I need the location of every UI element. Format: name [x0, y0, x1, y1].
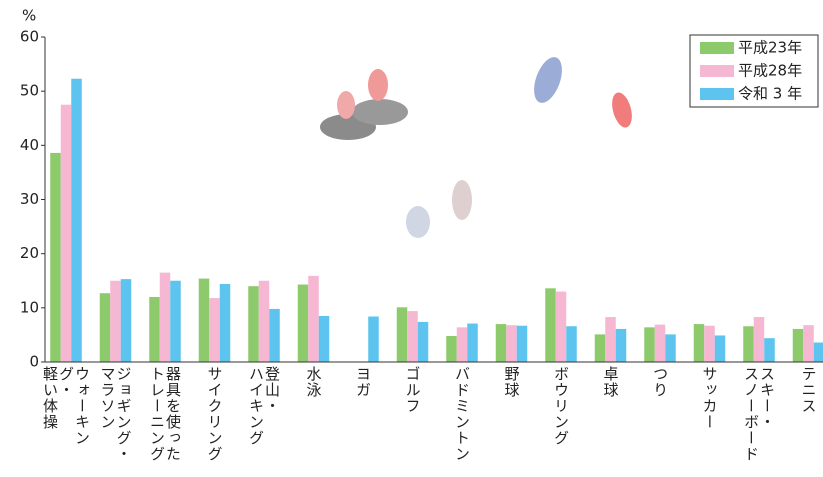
- legend-label: 令和 3 年: [738, 85, 802, 103]
- legend-swatch: [700, 42, 734, 54]
- x-tick-label: 器具を使った トレーニング: [148, 366, 182, 462]
- y-tick-label: 10: [20, 298, 39, 316]
- legend-swatch: [700, 88, 734, 100]
- x-tick-label: 登山・ ハイキング: [247, 366, 281, 446]
- bar: [555, 291, 567, 362]
- y-tick-label: 40: [20, 136, 39, 154]
- y-tick-label: 20: [20, 244, 39, 262]
- y-tick-label: 60: [20, 28, 39, 46]
- bar: [170, 280, 181, 362]
- bar: [248, 286, 259, 362]
- bar: [120, 279, 132, 362]
- bar: [50, 152, 61, 362]
- x-tick-label: ヨガ: [354, 366, 372, 398]
- legend-label: 平成23年: [738, 39, 802, 57]
- x-tick-label: 水泳: [304, 366, 323, 398]
- bar: [495, 324, 507, 362]
- x-tick-label: サッカー: [700, 366, 719, 430]
- bar: [258, 280, 270, 362]
- bar: [110, 280, 121, 362]
- bar: [665, 334, 676, 362]
- bar: [813, 342, 823, 362]
- bar: [467, 323, 478, 362]
- bar: [159, 272, 171, 362]
- y-tick-label: 50: [20, 82, 39, 100]
- y-tick-label: 30: [20, 190, 39, 208]
- bar: [368, 316, 379, 362]
- x-tick-label: テニス: [799, 366, 818, 414]
- bar: [654, 324, 666, 362]
- bar: [714, 335, 726, 362]
- bar: [198, 278, 210, 362]
- bar: [99, 293, 111, 362]
- bar: [545, 288, 556, 362]
- x-tick-label: つり: [651, 366, 669, 398]
- bar: [594, 334, 606, 362]
- bar: [417, 321, 429, 362]
- x-tick-label: 野球: [502, 366, 521, 398]
- bar: [693, 324, 705, 362]
- bar: [764, 338, 775, 362]
- bar: [792, 328, 804, 362]
- bar: [516, 325, 528, 362]
- bar: [644, 327, 655, 362]
- bar: [743, 326, 754, 362]
- bar: [318, 315, 330, 362]
- bar: [60, 104, 72, 362]
- bar: [456, 327, 468, 362]
- legend-swatch: [700, 65, 734, 77]
- x-tick-label: ジョギング・ マラソン: [98, 366, 133, 462]
- bar: [209, 298, 220, 362]
- x-tick-label: サイクリング: [205, 366, 224, 462]
- bar: [396, 307, 408, 362]
- x-tick-label: ウォーキング・ 軽い体操: [41, 366, 91, 446]
- y-unit: %: [22, 7, 36, 25]
- bar: [753, 317, 765, 362]
- illustration: [320, 57, 632, 238]
- bar: [704, 325, 715, 362]
- bar: [446, 336, 457, 362]
- bar: [506, 325, 517, 362]
- x-tick-label: ボウリング: [552, 366, 570, 446]
- bar: [566, 326, 577, 362]
- y-tick-label: 0: [29, 353, 39, 371]
- bar: [71, 78, 82, 362]
- legend-label: 平成28年: [738, 62, 802, 80]
- bar: [803, 325, 814, 362]
- x-tick-label: ゴルフ: [403, 366, 422, 414]
- bar: [149, 297, 160, 362]
- bar: [308, 275, 319, 362]
- bar: [615, 328, 627, 362]
- x-tick-label: スキー・ スノーボード: [742, 366, 776, 462]
- bar: [407, 311, 418, 362]
- x-tick-label: 卓球: [601, 366, 620, 398]
- bar: [269, 308, 280, 362]
- bar: [219, 284, 231, 362]
- bar: [297, 284, 309, 362]
- x-tick-label: バドミントン: [453, 366, 471, 462]
- bar: [605, 317, 616, 362]
